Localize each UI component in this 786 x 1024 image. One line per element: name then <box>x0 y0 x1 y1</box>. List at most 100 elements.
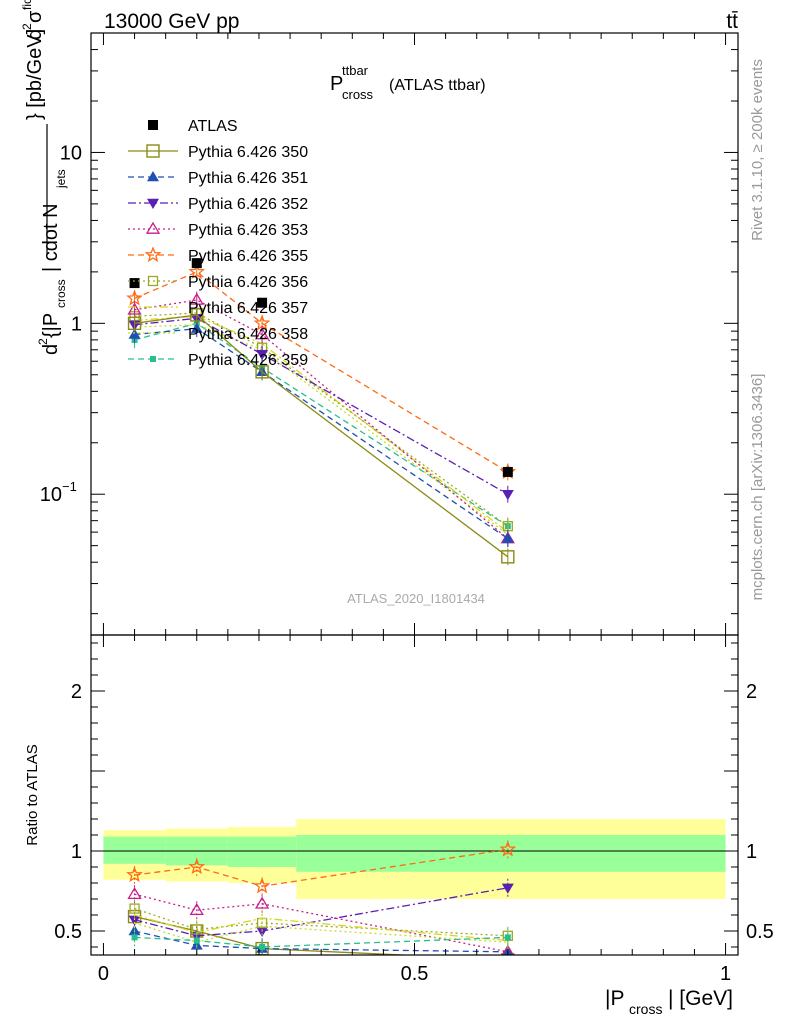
main-line-358 <box>134 324 509 536</box>
y-tick-label: 10 <box>60 142 82 164</box>
svg-text:cross: cross <box>629 1001 662 1017</box>
y-tick-label: 10 −1 <box>40 479 77 506</box>
ratio-point <box>127 886 142 900</box>
ratio-y-tick-label-right: 2 <box>746 681 757 703</box>
main-line-350 <box>134 314 509 558</box>
legend-label: Pythia 6.426 351 <box>188 170 308 187</box>
mc-point <box>501 550 515 564</box>
mc-point <box>254 327 270 340</box>
main-line-351 <box>134 328 509 540</box>
svg-text:ttbar: ttbar <box>342 63 369 78</box>
x-tick-label: 0 <box>98 963 109 985</box>
ratio-point <box>129 903 140 914</box>
legend-item-357: Pythia 6.426 357 <box>128 300 308 317</box>
mc-point <box>190 322 203 333</box>
legend-item-351: Pythia 6.426 351 <box>128 170 308 187</box>
ratio-point <box>126 866 143 883</box>
svg-text:|P: |P <box>605 987 624 1010</box>
legend-marker <box>147 198 159 209</box>
ratio-point <box>128 915 141 926</box>
plot-title: P cross ttbar (ATLAS ttbar) <box>330 63 486 102</box>
legend: ATLAS Pythia 6.426 350 Pythia 6.426 351 Pyt… <box>128 118 308 369</box>
svg-text:{|P: {|P <box>40 313 62 338</box>
legend-marker <box>146 144 160 158</box>
legend-item-355: Pythia 6.426 355 <box>128 246 308 265</box>
x-axis-label: |P cross | [GeV] <box>605 987 733 1017</box>
legend-label: Pythia 6.426 358 <box>188 326 308 343</box>
legend-item-356: Pythia 6.426 356 <box>128 274 308 291</box>
ratio-point <box>131 934 138 941</box>
legend-item-359: Pythia 6.426 359 <box>128 352 308 369</box>
ratio-line-355 <box>134 848 508 887</box>
mc-point <box>501 490 514 501</box>
ratio-point <box>499 840 517 857</box>
analysis-id-label: ATLAS_2020_I1801434 <box>347 591 485 606</box>
legend-marker <box>150 356 156 362</box>
legend-item-atlas: ATLAS <box>148 118 238 135</box>
legend-marker <box>147 275 159 287</box>
ratio-point <box>501 944 514 955</box>
data-point <box>129 278 140 289</box>
mcplots-label: mcplots.cern.ch [arXiv:1306.3436] <box>749 374 766 601</box>
main-y-axis-label: d 2 σ fid d 2 {|P cross | cdot N jets } … <box>20 0 68 355</box>
legend-label: Pythia 6.426 352 <box>188 196 308 213</box>
mc-point <box>501 532 514 543</box>
ratio-uncertainty-bands <box>91 819 738 899</box>
mc-point <box>189 292 204 305</box>
ratio-y-axis-label: Ratio to ATLAS <box>24 744 41 845</box>
process-label: tt̄ <box>726 10 738 33</box>
ratio-line-353 <box>134 893 508 953</box>
legend-item-352: Pythia 6.426 352 <box>128 196 308 213</box>
ratio-y-tick-label: 0.5 <box>54 921 82 943</box>
x-tick-label: 1 <box>720 963 731 985</box>
ratio-line-359 <box>134 936 508 948</box>
mc-point <box>190 308 204 322</box>
svg-text:10: 10 <box>40 484 62 506</box>
ratio-y-tick-label-right: 1 <box>746 841 757 863</box>
svg-text:P: P <box>330 73 343 95</box>
legend-marker <box>147 171 159 182</box>
ratio-point <box>188 858 206 875</box>
svg-text:| cdot N: | cdot N <box>40 203 62 272</box>
legend-marker <box>145 221 161 234</box>
svg-text:2: 2 <box>36 338 50 345</box>
legend-label: Pythia 6.426 359 <box>188 352 308 369</box>
svg-text:cross: cross <box>54 279 68 308</box>
legend-marker <box>148 120 158 130</box>
data-point <box>257 297 268 308</box>
ratio-y-tick-label: 1 <box>71 841 82 863</box>
main-line-353 <box>134 299 509 540</box>
ratio-point <box>501 883 514 894</box>
ratio-series-group <box>126 840 517 955</box>
svg-text:} [pb/GeV]: } [pb/GeV] <box>24 29 46 120</box>
legend-item-350: Pythia 6.426 350 <box>128 144 308 161</box>
svg-text:cross: cross <box>342 87 374 102</box>
legend-label: ATLAS <box>188 118 238 135</box>
main-line-356 <box>134 312 509 527</box>
legend-label: Pythia 6.426 355 <box>188 248 308 265</box>
mc-point <box>255 365 269 379</box>
y-tick-label: 1 <box>71 313 82 335</box>
ratio-line-357 <box>134 914 508 942</box>
svg-text:σ: σ <box>24 10 46 23</box>
legend-marker <box>144 246 162 263</box>
svg-text:d: d <box>40 344 62 355</box>
ratio-line-358 <box>134 922 508 943</box>
svg-text:−1: −1 <box>62 479 77 494</box>
data-point <box>502 466 513 477</box>
svg-text:(ATLAS ttbar): (ATLAS ttbar) <box>389 77 486 94</box>
legend-label: Pythia 6.426 353 <box>188 222 308 239</box>
ratio-point <box>259 944 266 950</box>
energy-label: 13000 GeV pp <box>104 10 239 33</box>
svg-text:| [GeV]: | [GeV] <box>668 987 733 1010</box>
ratio-point <box>189 902 204 916</box>
ratio-line-351 <box>134 930 508 953</box>
main-line-357 <box>134 315 509 533</box>
rivet-label: Rivet 3.1.10, ≥ 200k events <box>749 59 766 241</box>
data-point <box>191 258 202 269</box>
ratio-point <box>254 896 270 909</box>
legend-label: Pythia 6.426 356 <box>188 274 308 291</box>
main-line-352 <box>134 317 509 495</box>
